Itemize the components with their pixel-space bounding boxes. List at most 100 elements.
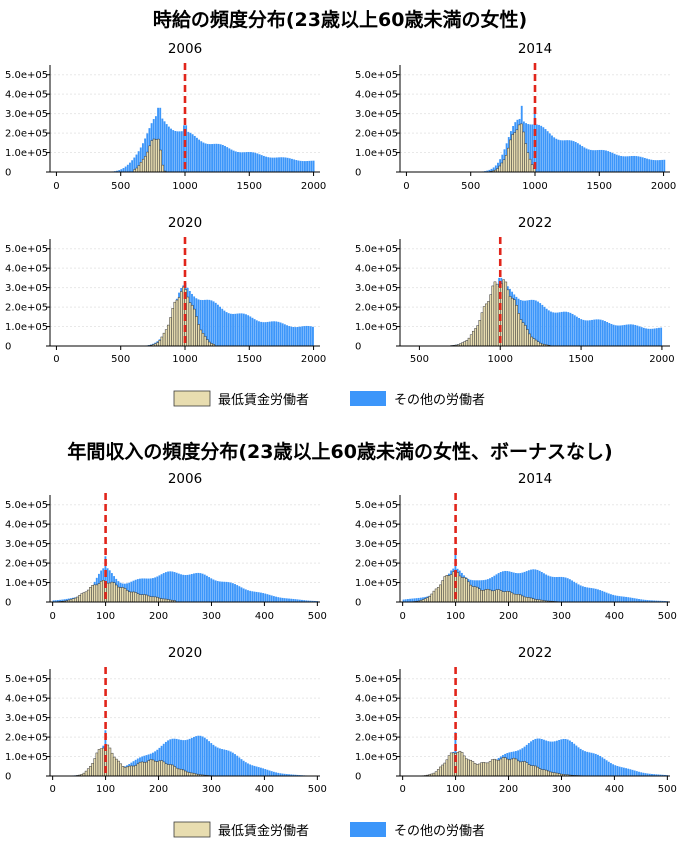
bar-minimum-wage-workers [195,316,198,347]
bar-other-workers [547,575,550,602]
bar-other-workers [288,774,290,776]
bar-minimum-wage-workers [484,762,488,777]
bar-other-workers [535,124,538,172]
bar-other-workers [601,590,604,602]
bar-other-workers [203,574,206,602]
bar-other-workers [514,573,517,602]
bar-other-workers [614,765,617,776]
bar-other-workers [277,772,280,776]
bar-other-workers [256,153,259,172]
bar-other-workers [187,131,190,172]
bar-other-workers [208,577,211,602]
bar-other-workers [132,580,135,602]
bar-minimum-wage-workers [504,155,508,173]
bar-minimum-wage-workers [473,763,477,777]
bar-other-workers [525,571,528,602]
bar-other-workers [562,577,565,602]
bar-minimum-wage-workers [499,758,503,777]
bar-other-workers [258,321,260,346]
bar-other-workers [306,161,309,172]
bar-other-workers [249,316,252,346]
bar-other-workers [543,739,545,776]
x-tick-label: 1000 [488,354,513,365]
bar-other-workers [543,306,546,346]
x-tick-label: 200 [149,784,168,795]
bar-other-workers [590,588,593,602]
bar-minimum-wage-workers [547,770,550,777]
x-tick-label: 0 [403,181,409,192]
bar-other-workers [251,591,254,602]
bar-other-workers [247,590,249,602]
bar-other-workers [607,151,610,172]
bar-other-workers [260,155,263,172]
bar-minimum-wage-workers [138,761,142,777]
bar-other-workers [206,575,208,602]
y-tick-label: 4.0e+05 [5,520,48,531]
bar-other-workers [541,304,544,346]
bar-minimum-wage-workers [499,590,503,603]
bar-minimum-wage-workers [135,167,139,173]
bar-other-workers [523,571,526,602]
bar-other-workers [216,747,219,776]
bar-other-workers [277,597,280,602]
bar-other-workers [402,599,405,602]
bar-other-workers [526,300,529,346]
bar-other-workers [577,747,580,776]
bar-other-workers [620,767,623,776]
bar-minimum-wage-workers [112,756,116,777]
bar-other-workers [269,157,272,172]
bar-other-workers [266,594,269,602]
bar-other-workers [527,743,530,776]
bar-minimum-wage-workers [491,285,495,347]
bar-other-workers [180,739,182,776]
bar-minimum-wage-workers [526,329,529,347]
y-tick-label: 4.0e+05 [355,264,398,275]
bar-other-workers [635,771,638,776]
bar-other-workers [185,125,188,172]
x-tick-label: 1000 [172,354,197,365]
bar-minimum-wage-workers [86,768,90,777]
bar-other-workers [618,155,620,172]
bar-other-workers [564,140,566,172]
bar-other-workers [219,144,222,172]
bar-other-workers [234,313,237,346]
bar-other-workers [572,141,575,172]
bar-minimum-wage-workers [159,149,162,173]
bar-minimum-wage-workers [162,332,166,347]
bar-other-workers [605,592,608,602]
bar-other-workers [249,590,252,602]
bar-other-workers [643,157,646,172]
bar-other-workers [131,160,134,172]
bar-other-workers [550,311,552,346]
bar-minimum-wage-workers [180,291,183,347]
bar-other-workers [154,577,157,602]
bar-minimum-wage-workers [151,759,155,777]
bar-minimum-wage-workers [147,595,151,603]
bar-other-workers [260,592,262,602]
y-tick-label: 5.0e+05 [355,244,398,255]
bar-minimum-wage-workers [179,769,183,777]
bar-minimum-wage-workers [434,588,438,603]
bar-other-workers [304,161,306,172]
x-tick-label: 500 [658,784,677,795]
bar-other-workers [189,132,192,172]
bar-other-workers [581,146,584,172]
bar-minimum-wage-workers [436,769,440,777]
bar-other-workers [52,600,55,602]
bar-other-workers [661,159,664,172]
x-tick-label: 0 [49,611,55,622]
bar-minimum-wage-workers [460,577,464,603]
bar-minimum-wage-workers [503,591,507,603]
bar-minimum-wage-workers [477,763,481,777]
bar-other-workers [301,161,304,172]
bar-minimum-wage-workers [89,587,92,603]
bar-other-workers [600,149,603,172]
bar-minimum-wage-workers [501,591,505,603]
bar-other-workers [218,581,221,602]
bar-minimum-wage-workers [510,592,514,603]
bar-other-workers [640,772,643,776]
bar-other-workers [283,598,286,602]
bar-minimum-wage-workers [482,306,486,347]
bar-other-workers [197,572,200,602]
x-tick-label: 2000 [649,354,674,365]
